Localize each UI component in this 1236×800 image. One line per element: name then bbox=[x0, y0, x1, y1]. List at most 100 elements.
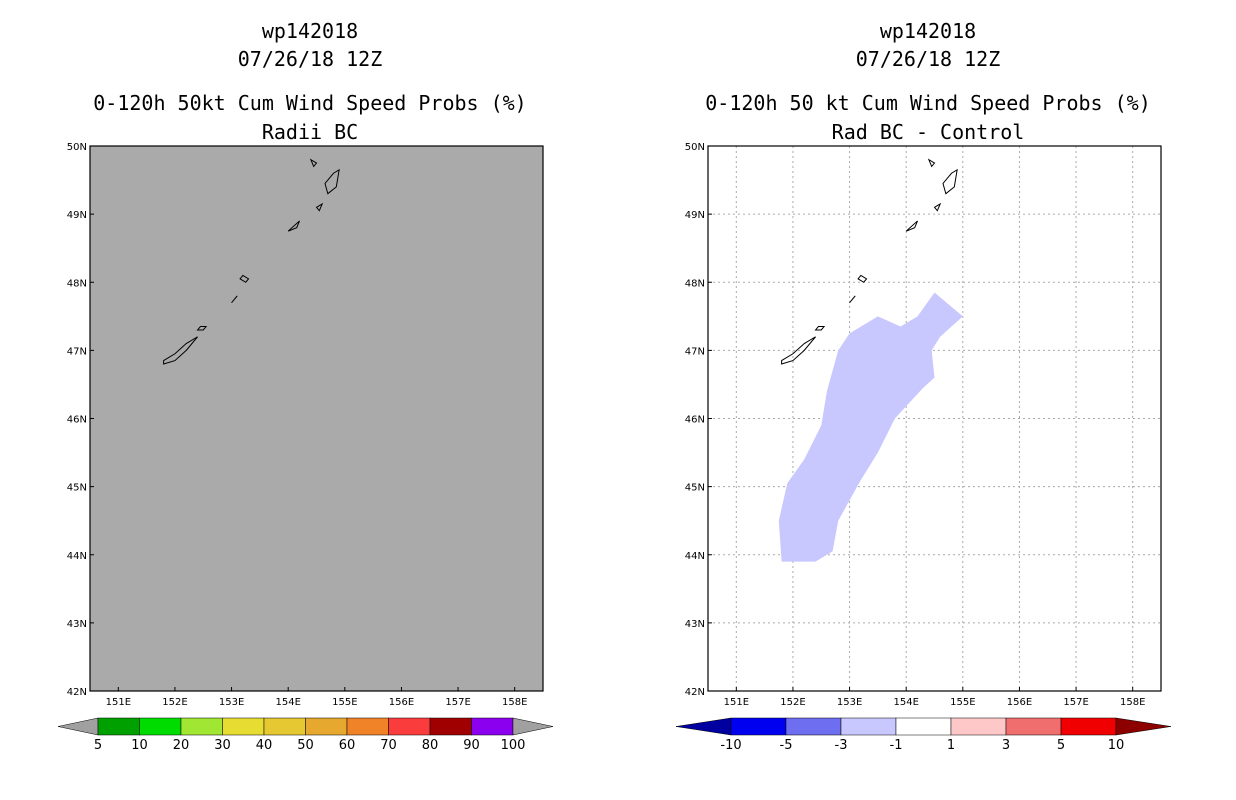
right-colorbar-label: 10 bbox=[1108, 738, 1125, 753]
right-x-tick-label: 152E bbox=[780, 697, 805, 708]
left-x-tick-label: 152E bbox=[162, 697, 187, 708]
left-island-outline bbox=[287, 220, 300, 232]
left-x-tick-label: 154E bbox=[275, 697, 300, 708]
left-colorbar-label: 30 bbox=[214, 738, 231, 753]
right-island-outline bbox=[814, 326, 826, 331]
left-storm-id: wp142018 bbox=[261, 19, 359, 43]
right-island-outline bbox=[781, 336, 816, 365]
right-island-outline bbox=[905, 220, 918, 232]
left-colorbar-box bbox=[180, 717, 223, 736]
right-colorbar-box bbox=[1005, 717, 1062, 736]
left-island-outline bbox=[239, 274, 250, 283]
right-y-tick-label: 50N bbox=[685, 142, 705, 153]
left-y-tick-label: 43N bbox=[67, 619, 87, 630]
left-island-outline bbox=[324, 168, 340, 195]
right-y-tick-label: 43N bbox=[685, 619, 705, 630]
left-y-tick-label: 48N bbox=[67, 278, 87, 289]
left-colorbar-label: 90 bbox=[463, 738, 480, 753]
left-y-tick-label: 49N bbox=[67, 210, 87, 221]
left-y-tick-label: 44N bbox=[67, 551, 87, 562]
left-x-tick-label: 151E bbox=[106, 697, 131, 708]
right-island-outline bbox=[857, 274, 868, 283]
left-colorbar-label: 100 bbox=[501, 738, 526, 753]
right-colorbar-high-arrow bbox=[1115, 717, 1172, 736]
left-colorbar-high-arrow bbox=[512, 717, 554, 736]
right-y-tick-label: 47N bbox=[685, 346, 705, 357]
right-storm-id: wp142018 bbox=[879, 19, 977, 43]
left-colorbar-box bbox=[429, 717, 472, 736]
left-y-tick-label: 42N bbox=[67, 687, 87, 698]
right-colorbar-box bbox=[950, 717, 1007, 736]
left-y-tick-label: 46N bbox=[67, 415, 87, 426]
left-colorbar-low-arrow bbox=[57, 717, 99, 736]
left-island-outline bbox=[231, 295, 238, 304]
right-colorbar-label: 1 bbox=[947, 738, 955, 753]
left-product-title: 0-120h 50kt Cum Wind Speed Probs (%) bbox=[93, 91, 527, 115]
left-island-outline bbox=[196, 326, 208, 331]
right-product-title: 0-120h 50 kt Cum Wind Speed Probs (%) bbox=[705, 91, 1151, 115]
right-y-tick-label: 44N bbox=[685, 551, 705, 562]
right-y-tick-label: 42N bbox=[685, 687, 705, 698]
right-y-tick-label: 48N bbox=[685, 278, 705, 289]
right-island-outline bbox=[933, 202, 942, 212]
right-y-tick-label: 46N bbox=[685, 415, 705, 426]
left-colorbar-box bbox=[388, 717, 431, 736]
left-colorbar-box bbox=[471, 717, 514, 736]
left-colorbar-box bbox=[222, 717, 265, 736]
right-subtitle: Rad BC - Control bbox=[831, 120, 1025, 144]
left-x-tick-label: 156E bbox=[389, 697, 414, 708]
right-x-tick-label: 155E bbox=[950, 697, 975, 708]
left-island-outline bbox=[315, 202, 324, 212]
right-y-tick-label: 45N bbox=[685, 483, 705, 494]
right-island-outline bbox=[927, 158, 936, 168]
left-colorbar-box bbox=[139, 717, 182, 736]
left-y-tick-label: 45N bbox=[67, 483, 87, 494]
right-difference-region bbox=[778, 292, 963, 562]
left-y-tick-label: 50N bbox=[67, 142, 87, 153]
right-x-tick-label: 153E bbox=[837, 697, 862, 708]
right-x-tick-label: 154E bbox=[893, 697, 918, 708]
right-island-outline bbox=[849, 295, 856, 304]
right-datetime: 07/26/18 12Z bbox=[855, 47, 1001, 71]
left-colorbar-box bbox=[263, 717, 306, 736]
left-colorbar-label: 80 bbox=[422, 738, 439, 753]
right-x-tick-label: 158E bbox=[1120, 697, 1145, 708]
right-colorbar-box bbox=[1060, 717, 1117, 736]
right-colorbar-box bbox=[785, 717, 842, 736]
left-subtitle: Radii BC bbox=[261, 120, 359, 144]
left-x-tick-label: 153E bbox=[219, 697, 244, 708]
right-x-tick-label: 151E bbox=[724, 697, 749, 708]
right-island-outline bbox=[942, 168, 958, 195]
left-colorbar-label: 70 bbox=[380, 738, 397, 753]
right-colorbar-box bbox=[730, 717, 787, 736]
right-colorbar-label: -10 bbox=[720, 738, 741, 753]
left-colorbar-box bbox=[305, 717, 348, 736]
left-island-outline bbox=[309, 158, 318, 168]
left-datetime: 07/26/18 12Z bbox=[237, 47, 383, 71]
left-colorbar-label: 20 bbox=[173, 738, 190, 753]
right-x-tick-label: 157E bbox=[1063, 697, 1088, 708]
right-x-tick-label: 156E bbox=[1007, 697, 1032, 708]
right-colorbar-label: -3 bbox=[835, 738, 848, 753]
right-colorbar-box bbox=[895, 717, 952, 736]
left-colorbar-box bbox=[346, 717, 389, 736]
left-x-tick-label: 158E bbox=[502, 697, 527, 708]
right-colorbar-low-arrow bbox=[675, 717, 732, 736]
left-y-tick-label: 47N bbox=[67, 346, 87, 357]
left-colorbar-label: 40 bbox=[256, 738, 273, 753]
right-colorbar-label: -1 bbox=[890, 738, 903, 753]
right-colorbar-label: 5 bbox=[1057, 738, 1065, 753]
right-colorbar-label: -5 bbox=[780, 738, 793, 753]
left-colorbar-label: 50 bbox=[297, 738, 314, 753]
left-colorbar-label: 5 bbox=[94, 738, 102, 753]
left-colorbar-label: 60 bbox=[339, 738, 356, 753]
left-x-tick-label: 155E bbox=[332, 697, 357, 708]
right-y-tick-label: 49N bbox=[685, 210, 705, 221]
left-colorbar-box bbox=[97, 717, 140, 736]
right-colorbar-label: 3 bbox=[1002, 738, 1010, 753]
left-island-outline bbox=[163, 336, 198, 365]
left-x-tick-label: 157E bbox=[445, 697, 470, 708]
right-colorbar-box bbox=[840, 717, 897, 736]
left-plot-background bbox=[90, 146, 543, 691]
